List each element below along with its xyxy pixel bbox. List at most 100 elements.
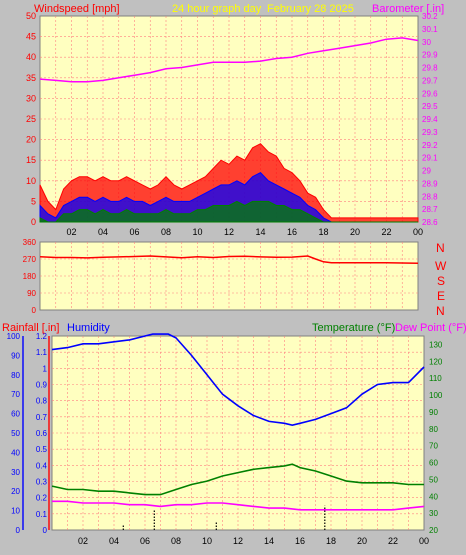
wind-direction-line (39, 255, 419, 264)
wind-tick-label: 10 (26, 176, 36, 186)
wind-tick-label: 25 (26, 114, 36, 124)
wind-x-tick-label: 16 (287, 227, 297, 237)
wind-x-tick-label: 12 (224, 227, 234, 237)
wind-tick-label: 0 (31, 217, 36, 227)
direction-tick-label: 0 (32, 306, 37, 315)
dewpoint-line (52, 500, 425, 511)
wind-tick-label: 45 (26, 32, 36, 42)
baro-tick-label: 29.6 (422, 89, 438, 98)
humidity-tick-label: 40 (11, 448, 20, 457)
wind-axis-title: Windspeed [mph] (34, 3, 120, 15)
direction-tick-label: 90 (27, 289, 36, 298)
graph-title: 24 hour graph day (172, 3, 262, 15)
temperature-tick-label: 30 (429, 509, 438, 518)
baro-tick-label: 28.9 (422, 179, 438, 188)
wind-tick-label: 35 (26, 73, 36, 83)
humidity-axis-title: Humidity (67, 322, 110, 334)
compass-label-w: W (435, 259, 447, 273)
rain-tick-label: 0.6 (36, 429, 48, 438)
temperature-tick-label: 130 (429, 340, 443, 349)
baro-tick-label: 30.2 (422, 12, 438, 21)
graph-date: February 28 2025 (267, 3, 354, 15)
compass-label-n-top: N (436, 241, 445, 255)
rain-tick-label: 1.1 (36, 348, 48, 357)
bottom-x-tick-label: 00 (419, 536, 429, 546)
bottom-x-tick-label: 22 (388, 536, 398, 546)
wind-tick-label: 20 (26, 135, 36, 145)
bottom-x-tick-label: 02 (78, 536, 88, 546)
rain-tick-label: 1.2 (36, 332, 48, 341)
wind-tick-label: 5 (31, 196, 36, 206)
baro-tick-label: 29 (422, 167, 431, 176)
wind-x-tick-label: 00 (413, 227, 423, 237)
temperature-tick-label: 120 (429, 357, 443, 366)
wind-x-tick-label: 14 (255, 227, 265, 237)
wind-x-tick-label: 06 (129, 227, 139, 237)
wind-x-tick-label: 08 (161, 227, 171, 237)
baro-tick-label: 28.8 (422, 192, 438, 201)
wind-x-tick-label: 04 (98, 227, 108, 237)
compass-label-s: S (437, 274, 445, 288)
humidity-tick-label: 30 (11, 468, 20, 477)
wind-x-tick-label: 22 (381, 227, 391, 237)
humidity-tick-label: 10 (11, 507, 20, 516)
humidity-tick-label: 20 (11, 487, 20, 496)
humidity-tick-label: 90 (11, 351, 20, 360)
barometer-line (39, 37, 419, 83)
wind-x-tick-label: 10 (192, 227, 202, 237)
bottom-x-tick-label: 18 (326, 536, 336, 546)
compass-label-n-bottom: N (436, 304, 445, 318)
rain-tick-label: 0.5 (36, 445, 48, 454)
baro-tick-label: 29.7 (422, 76, 438, 85)
bottom-x-tick-label: 04 (109, 536, 119, 546)
direction-tick-label: 180 (23, 272, 37, 281)
temperature-tick-label: 110 (429, 374, 442, 383)
temperature-tick-label: 70 (429, 442, 438, 451)
temperature-line (51, 463, 424, 496)
temperature-tick-label: 20 (429, 526, 438, 535)
temperature-tick-label: 50 (429, 475, 438, 484)
rain-tick-label: 0.3 (36, 478, 48, 487)
baro-tick-label: 29.1 (422, 154, 438, 163)
bottom-x-tick-label: 10 (202, 536, 212, 546)
wind-tick-label: 40 (26, 52, 36, 62)
humidity-tick-label: 60 (11, 410, 20, 419)
humidity-tick-label: 0 (16, 526, 21, 535)
rain-tick-label: 0.2 (36, 494, 48, 503)
temperature-tick-label: 100 (429, 391, 443, 400)
temperature-tick-label: 40 (429, 492, 438, 501)
rain-tick-label: 0.7 (36, 413, 48, 422)
baro-tick-label: 30 (422, 38, 431, 47)
dewpoint-axis-title: Dew Point (°F) (395, 322, 466, 334)
wind-x-tick-label: 20 (350, 227, 360, 237)
rain-axis-title: Rainfall [.in] (2, 322, 59, 334)
temperature-tick-label: 80 (429, 425, 438, 434)
humidity-tick-label: 70 (11, 390, 20, 399)
humidity-line (51, 333, 425, 427)
baro-tick-label: 28.7 (422, 205, 438, 214)
wind-x-tick-label: 02 (66, 227, 76, 237)
humidity-tick-label: 80 (11, 371, 20, 380)
rain-tick-label: 0 (43, 526, 48, 535)
baro-tick-label: 29.5 (422, 102, 438, 111)
rain-tick-label: 0.8 (36, 397, 48, 406)
bottom-x-tick-label: 08 (171, 536, 181, 546)
wind-tick-label: 50 (26, 11, 36, 21)
bottom-x-tick-label: 12 (233, 536, 243, 546)
bottom-x-tick-label: 14 (264, 536, 274, 546)
wind-tick-label: 15 (26, 155, 36, 165)
baro-axis-title: Barometer [.in] (372, 3, 444, 15)
direction-tick-label: 270 (23, 255, 37, 264)
wind-min-series (39, 200, 418, 223)
bottom-x-tick-label: 16 (295, 536, 305, 546)
rain-tick-label: 0.1 (36, 510, 48, 519)
temperature-tick-label: 60 (429, 459, 438, 468)
bottom-x-tick-label: 20 (357, 536, 367, 546)
bottom-x-tick-label: 06 (140, 536, 150, 546)
wind-tick-label: 30 (26, 93, 36, 103)
humidity-tick-label: 100 (7, 332, 21, 341)
rain-tick-label: 1 (43, 364, 48, 373)
baro-tick-label: 29.4 (422, 115, 438, 124)
